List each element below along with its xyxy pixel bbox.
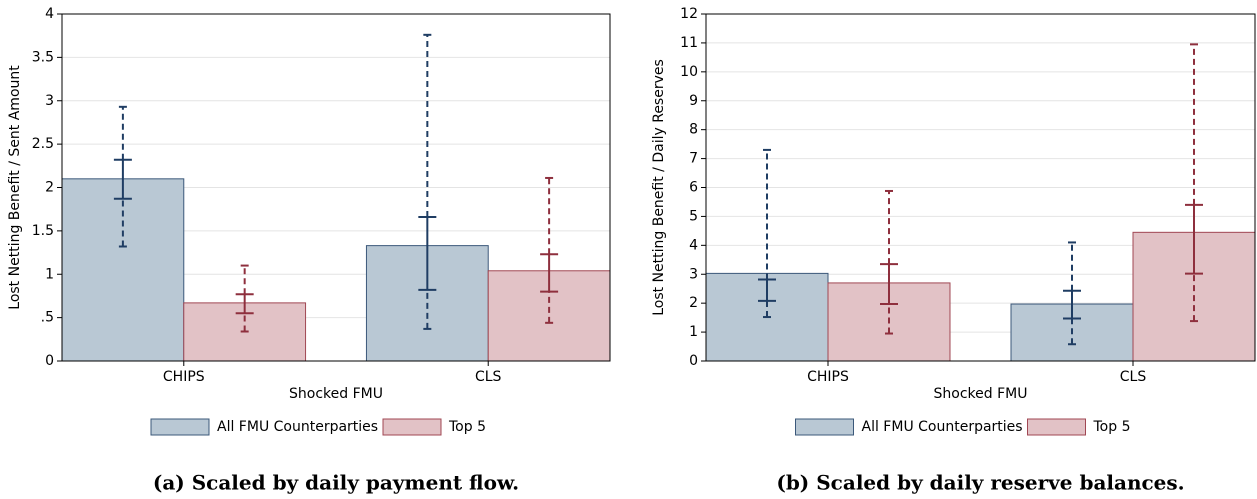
- legend-label: Top 5: [1093, 419, 1131, 435]
- y-tick-label: 7: [689, 151, 698, 167]
- x-tick-label: CLS: [1120, 369, 1147, 385]
- y-tick-label: 4: [45, 6, 54, 22]
- y-tick-label: 8: [689, 122, 698, 138]
- y-tick-label: 2: [689, 295, 698, 311]
- y-tick-label: 1: [45, 266, 54, 282]
- caption: (a) Scaled by daily payment flow.: [153, 471, 519, 495]
- legend-swatch: [382, 418, 442, 436]
- y-tick-label: 5: [689, 208, 698, 224]
- legend-swatch: [1027, 418, 1086, 436]
- y-tick-label: 10: [680, 64, 698, 80]
- plot-frame: [705, 13, 1256, 362]
- y-tick-label: 2.5: [32, 136, 54, 152]
- legend-swatch: [150, 418, 210, 436]
- y-tick-label: 1: [689, 324, 698, 340]
- y-tick-label: 11: [680, 35, 698, 51]
- caption: (b) Scaled by daily reserve balances.: [776, 471, 1184, 495]
- legend-swatch: [795, 418, 854, 436]
- x-tick-label: CLS: [475, 369, 502, 385]
- y-tick-label: 4: [689, 237, 698, 253]
- x-axis-label: Shocked FMU: [934, 386, 1028, 402]
- y-tick-label: 0: [689, 353, 698, 369]
- y-tick-label: 3: [689, 266, 698, 282]
- x-tick-label: CHIPS: [163, 369, 205, 385]
- y-tick-label: 12: [680, 6, 698, 22]
- y-tick-label: 1.5: [32, 223, 54, 239]
- x-axis-label: Shocked FMU: [289, 386, 383, 402]
- legend-label: All FMU Counterparties: [862, 419, 1023, 435]
- y-tick-label: 3.5: [32, 49, 54, 65]
- y-axis-label: Lost Netting Benefit / Sent Amount: [7, 65, 23, 310]
- plot-frame: [61, 13, 611, 362]
- x-tick-label: CHIPS: [807, 369, 849, 385]
- y-tick-label: 3: [45, 93, 54, 109]
- y-tick-label: 9: [689, 93, 698, 109]
- chart: 0 .5 1 1.5 2 2.5 3 3.5 4 CHIPS CLS Shocked FMU Lost …: [7, 6, 611, 495]
- legend-label: All FMU Counterparties: [217, 419, 378, 435]
- y-tick-label: 2: [45, 180, 54, 196]
- y-tick-label: 0: [45, 353, 54, 369]
- y-tick-label: 6: [689, 180, 698, 196]
- legend-label: Top 5: [448, 419, 486, 435]
- y-tick-label: .5: [41, 310, 54, 326]
- y-axis-label: Lost Netting Benefit / Daily Reserves: [651, 59, 667, 316]
